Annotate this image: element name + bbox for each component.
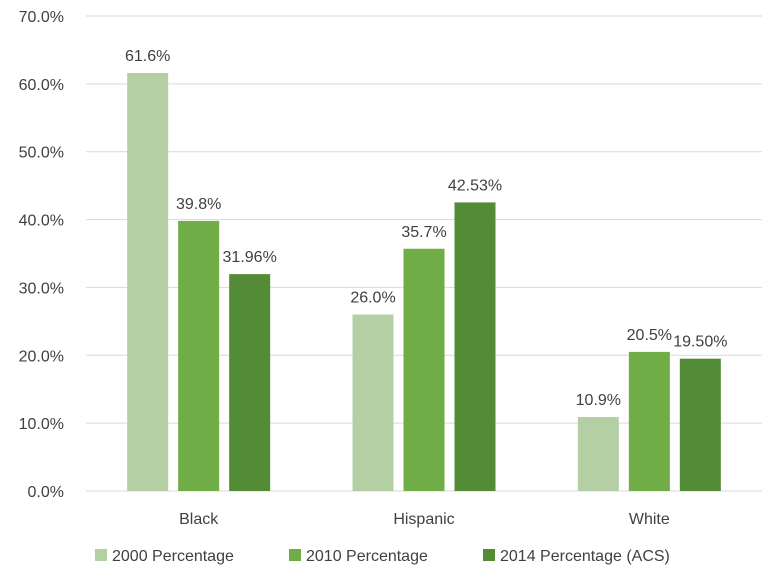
x-axis-category-labels: Black Hispanic White bbox=[179, 511, 670, 528]
bar-black-series-2 bbox=[178, 220, 220, 491]
bar-white-series-1 bbox=[577, 417, 619, 491]
y-tick-label: 60.0% bbox=[19, 77, 64, 94]
bar-black-series-1 bbox=[127, 73, 169, 491]
y-tick-label: 20.0% bbox=[19, 348, 64, 365]
data-label: 39.8% bbox=[176, 196, 221, 213]
x-category-label: Black bbox=[179, 511, 219, 528]
legend-label: 2010 Percentage bbox=[306, 548, 428, 565]
y-tick-label: 0.0% bbox=[28, 484, 64, 501]
data-labels: 61.6% 39.8% 31.96% 26.0% 35.7% 42.53% 10.9% 20.… bbox=[125, 48, 727, 409]
bar-hispanic-series-2 bbox=[403, 248, 445, 491]
y-tick-label: 40.0% bbox=[19, 213, 64, 230]
legend-label: 2014 Percentage (ACS) bbox=[500, 548, 670, 565]
data-label: 26.0% bbox=[350, 290, 395, 307]
data-label: 19.50% bbox=[673, 334, 727, 351]
legend-swatch bbox=[289, 549, 301, 561]
data-label: 10.9% bbox=[576, 392, 621, 409]
y-tick-label: 50.0% bbox=[19, 145, 64, 162]
data-label: 61.6% bbox=[125, 48, 170, 65]
bar-hispanic-series-3 bbox=[454, 202, 496, 491]
x-category-label: Hispanic bbox=[393, 511, 454, 528]
y-tick-label: 30.0% bbox=[19, 280, 64, 297]
y-axis-tick-labels: 0.0% 10.0% 20.0% 30.0% 40.0% 50.0% 60.0% 70.0% bbox=[19, 9, 64, 501]
bar-white-series-3 bbox=[679, 358, 721, 491]
data-label: 31.96% bbox=[223, 249, 277, 266]
legend-swatch bbox=[483, 549, 495, 561]
data-label: 35.7% bbox=[401, 224, 446, 241]
legend-label: 2000 Percentage bbox=[112, 548, 234, 565]
data-label: 20.5% bbox=[627, 327, 672, 344]
bars bbox=[127, 73, 721, 491]
bar-hispanic-series-1 bbox=[352, 314, 394, 491]
x-category-label: White bbox=[629, 511, 670, 528]
legend-swatch bbox=[95, 549, 107, 561]
bar-white-series-2 bbox=[628, 351, 670, 491]
y-tick-label: 10.0% bbox=[19, 416, 64, 433]
bar-black-series-3 bbox=[229, 274, 271, 491]
y-tick-label: 70.0% bbox=[19, 9, 64, 26]
data-label: 42.53% bbox=[448, 177, 502, 194]
legend: 2000 Percentage 2010 Percentage 2014 Perce… bbox=[95, 548, 670, 565]
